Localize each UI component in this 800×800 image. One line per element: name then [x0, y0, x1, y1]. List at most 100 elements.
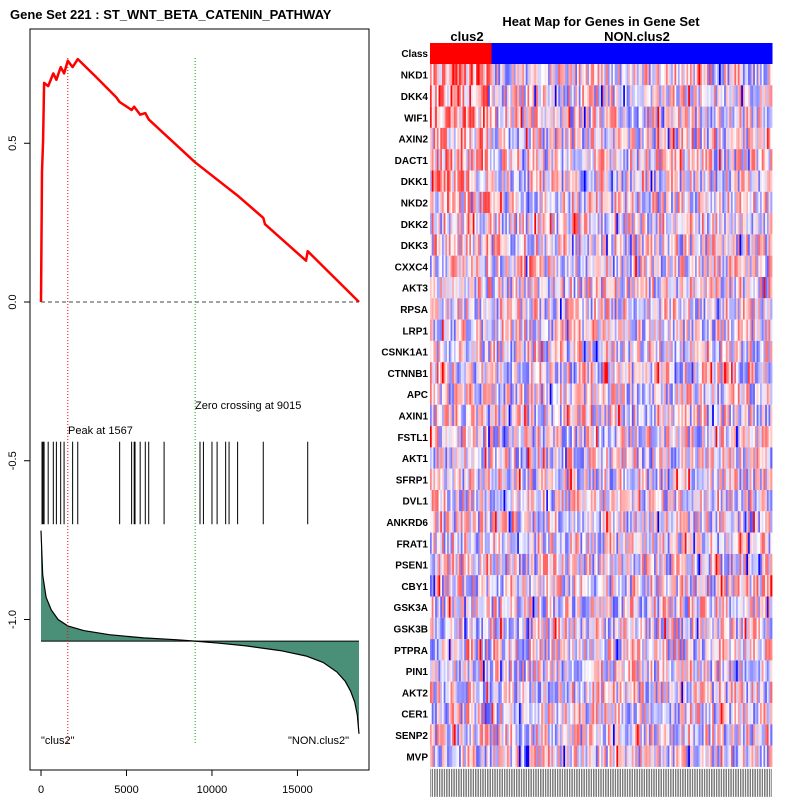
heatmap-cell: [494, 575, 498, 597]
heatmap-cell: [553, 426, 556, 448]
heatmap-cell: [459, 234, 462, 256]
heatmap-cell: [524, 404, 527, 427]
heatmap-cell: [734, 191, 737, 214]
heatmap-cell: [659, 213, 662, 235]
heatmap-cell: [577, 106, 580, 128]
heatmap-cell: [450, 511, 453, 533]
heatmap-cell: [474, 340, 477, 363]
heatmap-cell: [484, 255, 487, 277]
heatmap-cell: [681, 383, 684, 405]
heatmap-cell: [684, 191, 687, 214]
heatmap-cell: [554, 277, 557, 299]
heatmap-cell: [441, 490, 445, 512]
heatmap-cell: [677, 191, 681, 214]
heatmap-cell: [722, 426, 725, 448]
heatmap-cell: [693, 85, 696, 107]
heatmap-cell: [462, 404, 465, 427]
heatmap-cell: [751, 553, 754, 576]
heatmap-cell: [734, 213, 737, 235]
heatmap-cell: [505, 404, 508, 427]
heatmap-cell: [741, 298, 744, 320]
heatmap-cell: [648, 468, 651, 490]
heatmap-cell: [491, 255, 494, 277]
heatmap-cell: [630, 319, 633, 341]
heatmap-cell: [445, 85, 448, 107]
heatmap-cell: [462, 383, 465, 405]
heatmap-cell: [712, 468, 715, 490]
heatmap-cell: [601, 319, 604, 341]
heatmap-cell: [621, 340, 624, 363]
heatmap-cell: [501, 170, 504, 192]
heatmap-cell: [553, 511, 556, 533]
heatmap-cell: [508, 340, 511, 363]
heatmap-cell: [754, 213, 758, 235]
heatmap-cell: [631, 490, 634, 512]
heatmap-cell: [471, 64, 474, 86]
heatmap-cell: [541, 340, 544, 363]
heatmap-cell: [741, 383, 744, 405]
heatmap-cell: [508, 127, 511, 150]
heatmap-cell: [753, 362, 756, 384]
heatmap-cell: [460, 298, 463, 320]
heatmap-cell: [486, 575, 489, 597]
heatmap-cell: [633, 191, 636, 214]
heatmap-cell: [631, 532, 634, 554]
heatmap-cell: [518, 468, 522, 490]
heatmap-cell: [532, 468, 535, 490]
heatmap-cell: [530, 468, 533, 490]
heatmap-cell: [483, 340, 486, 363]
heatmap-cell: [722, 490, 725, 512]
heatmap-cell: [751, 298, 754, 320]
heatmap-cell: [483, 319, 486, 341]
heatmap-cell: [696, 213, 699, 235]
heatmap-cell: [575, 362, 578, 384]
heatmap-cell: [741, 234, 744, 256]
heatmap-cell: [481, 511, 484, 533]
heatmap-cell: [741, 64, 744, 86]
heatmap-cell: [457, 85, 460, 107]
heatmap-cell: [441, 64, 445, 86]
heatmap-cell: [727, 191, 730, 214]
heatmap-cell: [713, 170, 716, 192]
heatmap-cell: [541, 298, 544, 320]
heatmap-cell: [431, 127, 434, 150]
heatmap-cell: [727, 362, 730, 384]
heatmap-cell: [696, 85, 699, 107]
heatmap-cell: [715, 127, 718, 150]
heatmap-cell: [729, 362, 732, 384]
heatmap-cell: [753, 426, 756, 448]
heatmap-cell: [640, 149, 643, 171]
heatmap-cell: [479, 575, 482, 597]
heatmap-cell: [476, 277, 479, 299]
heatmap-cell: [573, 511, 576, 533]
heatmap-cell: [556, 340, 559, 363]
heatmap-cell: [433, 191, 436, 214]
heatmap-cell: [452, 426, 455, 448]
heatmap-cell: [585, 298, 588, 320]
heatmap-cell: [479, 511, 482, 533]
heatmap-cell: [654, 362, 657, 384]
heatmap-cell: [556, 106, 559, 128]
heatmap-cell: [500, 362, 503, 384]
heatmap-cell: [770, 127, 773, 150]
heatmap-cell: [575, 553, 578, 576]
heatmap-cell: [553, 340, 556, 363]
heatmap-cell: [577, 213, 580, 235]
heatmap-cell: [520, 255, 523, 277]
heatmap-cell: [756, 319, 759, 341]
heatmap-cell: [604, 277, 607, 299]
heatmap-cell: [476, 255, 479, 277]
heatmap-cell: [506, 575, 510, 597]
heatmap-cell: [594, 106, 597, 128]
heatmap-cell: [553, 447, 556, 469]
heatmap-cell: [760, 106, 763, 128]
heatmap-cell: [652, 319, 655, 341]
heatmap-cell: [672, 170, 675, 192]
heatmap-cell: [592, 447, 595, 469]
heatmap-cell: [642, 213, 645, 235]
heatmap-cell: [522, 404, 525, 427]
heatmap-cell: [518, 255, 522, 277]
heatmap-cell: [722, 234, 725, 256]
heatmap-cell: [484, 553, 487, 576]
heatmap-cell: [488, 277, 491, 299]
